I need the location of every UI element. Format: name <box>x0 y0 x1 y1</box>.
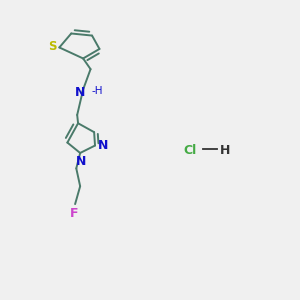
Text: S: S <box>48 40 56 53</box>
Text: -H: -H <box>91 86 103 96</box>
Text: F: F <box>70 206 79 220</box>
Text: H: H <box>220 143 230 157</box>
Text: Cl: Cl <box>184 143 197 157</box>
Text: N: N <box>98 139 108 152</box>
Text: N: N <box>75 86 85 99</box>
Text: N: N <box>76 155 86 168</box>
